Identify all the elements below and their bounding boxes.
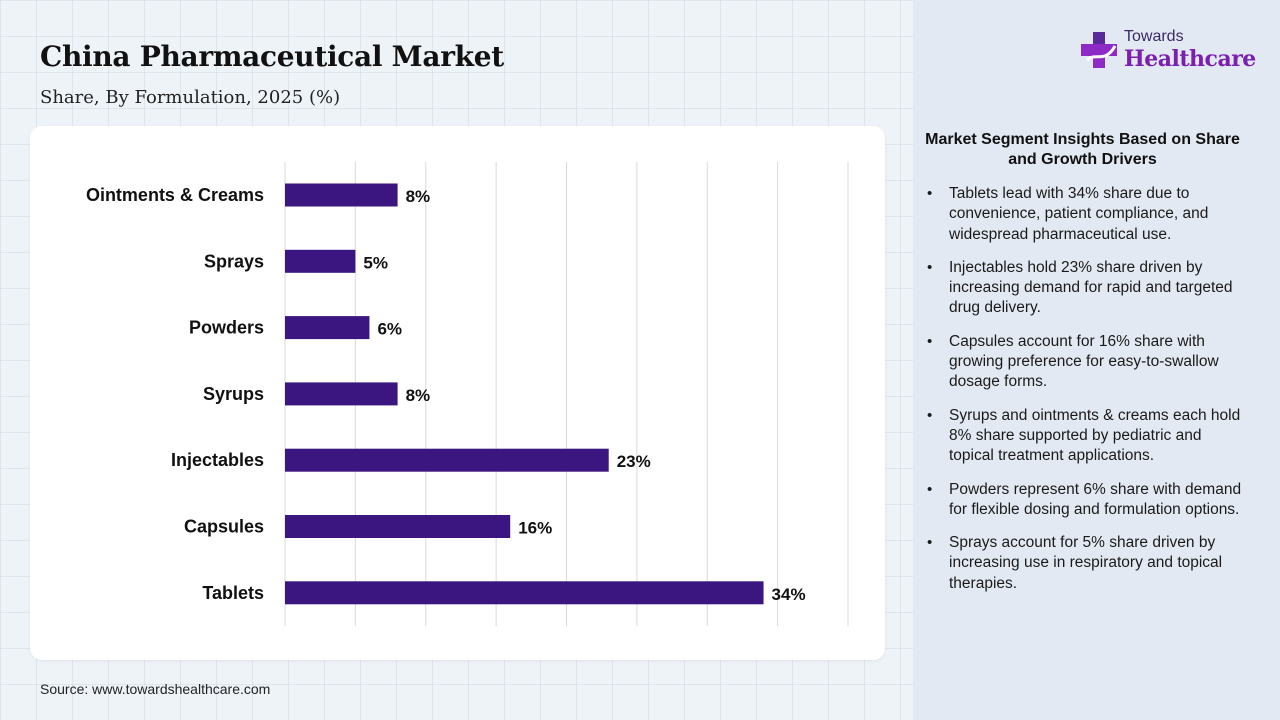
value-label: 23% bbox=[617, 452, 651, 471]
page-title: China Pharmaceutical Market bbox=[40, 40, 504, 73]
logo-text-healthcare: Healthcare bbox=[1124, 46, 1256, 72]
gridlines bbox=[284, 162, 849, 626]
medical-cross-icon bbox=[1081, 32, 1117, 68]
logo-text-towards: Towards bbox=[1124, 28, 1184, 45]
bar-3 bbox=[285, 382, 398, 406]
category-label: Powders bbox=[189, 318, 264, 338]
value-label: 8% bbox=[406, 386, 431, 405]
value-label: 6% bbox=[377, 320, 402, 339]
bar-4 bbox=[285, 448, 609, 472]
bars bbox=[285, 183, 764, 605]
brand-logo[interactable]: Towards Healthcare bbox=[1080, 26, 1260, 78]
category-label: Tablets bbox=[202, 583, 264, 603]
bar-chart: Ointments & Creams 8% Sprays 5% Powders 6% Syr… bbox=[86, 162, 849, 626]
category-label: Injectables bbox=[171, 450, 264, 470]
category-label: Syrups bbox=[203, 384, 264, 404]
value-label: 34% bbox=[772, 585, 806, 604]
insight-item: Tablets lead with 34% share due to conve… bbox=[925, 184, 1245, 245]
labels: Ointments & Creams 8% Sprays 5% Powders 6% Syr… bbox=[86, 185, 806, 604]
insights-title: Market Segment Insights Based on Share a… bbox=[925, 131, 1240, 168]
insight-item: Syrups and ointments & creams each hold … bbox=[925, 406, 1245, 467]
insight-item: Powders represent 6% share with demand f… bbox=[925, 480, 1245, 521]
insights-list: Tablets lead with 34% share due to conve… bbox=[925, 184, 1245, 607]
bar-0 bbox=[285, 183, 398, 207]
bar-6 bbox=[285, 581, 764, 605]
insight-item: Capsules account for 16% share with grow… bbox=[925, 332, 1245, 393]
value-label: 8% bbox=[406, 187, 431, 206]
category-label: Ointments & Creams bbox=[86, 185, 264, 205]
bar-2 bbox=[285, 316, 370, 340]
category-label: Sprays bbox=[204, 251, 264, 271]
bar-1 bbox=[285, 249, 356, 273]
bar-5 bbox=[285, 515, 511, 538]
insight-item: Injectables hold 23% share driven by inc… bbox=[925, 258, 1245, 319]
page-subtitle: Share, By Formulation, 2025 (%) bbox=[40, 87, 341, 108]
value-label: 16% bbox=[518, 519, 552, 538]
category-label: Capsules bbox=[184, 517, 264, 537]
source-note: Source: www.towardshealthcare.com bbox=[40, 681, 271, 697]
chart-card: Ointments & Creams 8% Sprays 5% Powders 6% Syr… bbox=[30, 126, 885, 660]
value-label: 5% bbox=[363, 253, 388, 272]
insight-item: Sprays account for 5% share driven by in… bbox=[925, 533, 1245, 594]
